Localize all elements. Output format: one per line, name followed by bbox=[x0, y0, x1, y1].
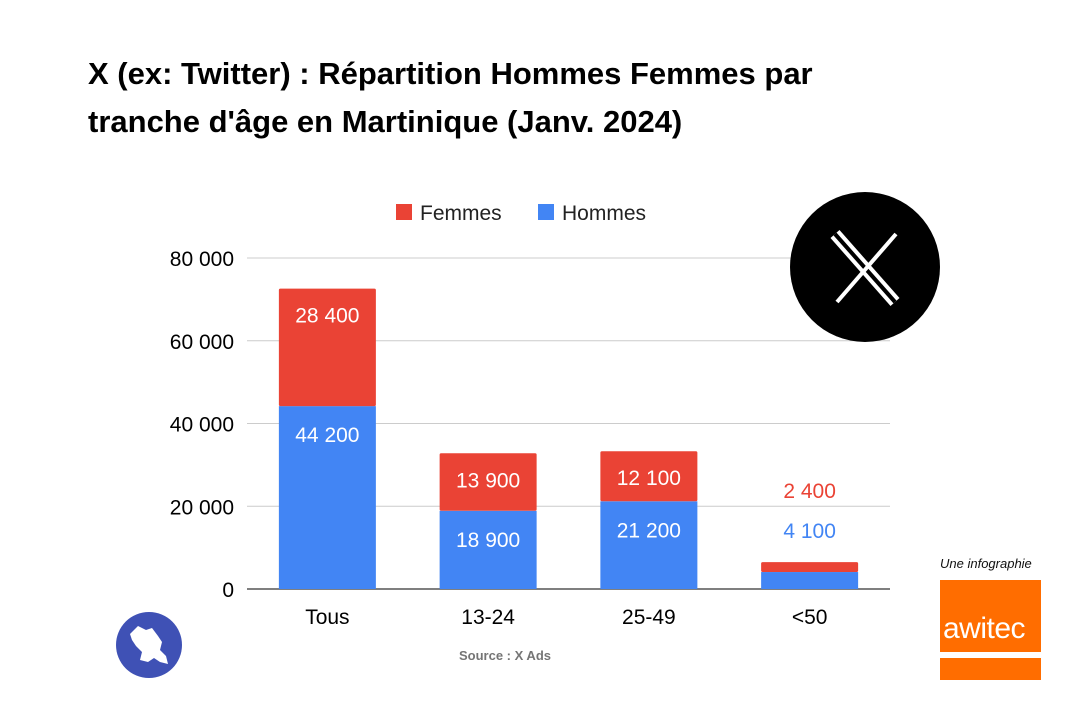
legend-swatch bbox=[396, 204, 412, 220]
awitec-logo-text: awitec bbox=[943, 612, 1026, 645]
martinique-map-icon bbox=[116, 612, 182, 678]
legend-label: Femmes bbox=[420, 202, 502, 225]
bar-hommes bbox=[761, 572, 859, 589]
y-tick-label: 60 000 bbox=[170, 331, 234, 354]
data-label-femmes: 2 400 bbox=[783, 480, 836, 503]
awitec-logo-band bbox=[940, 652, 1041, 658]
y-tick-label: 20 000 bbox=[170, 496, 234, 519]
infographic-credit: Une infographie bbox=[940, 556, 1032, 571]
x-logo-icon bbox=[790, 192, 940, 342]
bar-hommes bbox=[600, 501, 698, 589]
bar-femmes bbox=[439, 453, 537, 511]
x-tick-label: <50 bbox=[792, 606, 828, 629]
bar-hommes bbox=[439, 510, 537, 589]
chart-title-line-1: X (ex: Twitter) : Répartition Hommes Fem… bbox=[88, 56, 813, 91]
chart-title-line-2: tranche d'âge en Martinique (Janv. 2024) bbox=[88, 104, 683, 139]
data-label-hommes: 21 200 bbox=[617, 519, 681, 542]
x-tick-label: 13-24 bbox=[461, 606, 515, 629]
bar-femmes bbox=[761, 562, 859, 573]
data-label-femmes: 13 900 bbox=[456, 469, 520, 492]
data-label-hommes: 18 900 bbox=[456, 529, 520, 552]
chart-title: X (ex: Twitter) : Répartition Hommes Fem… bbox=[88, 50, 988, 146]
legend-label: Hommes bbox=[562, 202, 646, 225]
bar-femmes bbox=[278, 288, 376, 407]
y-tick-label: 0 bbox=[222, 579, 234, 602]
legend-swatch bbox=[538, 204, 554, 220]
x-tick-label: Tous bbox=[305, 606, 349, 629]
x-tick-label: 25-49 bbox=[622, 606, 676, 629]
data-label-hommes: 4 100 bbox=[783, 520, 836, 543]
awitec-logo: awitec bbox=[940, 580, 1041, 680]
source-note: Source : X Ads bbox=[459, 648, 551, 663]
y-tick-label: 80 000 bbox=[170, 248, 234, 271]
data-label-femmes: 12 100 bbox=[617, 467, 681, 490]
bar-femmes bbox=[600, 451, 698, 502]
data-label-femmes: 28 400 bbox=[295, 305, 359, 328]
data-label-hommes: 44 200 bbox=[295, 424, 359, 447]
bar-hommes bbox=[278, 406, 376, 589]
y-tick-label: 40 000 bbox=[170, 414, 234, 437]
